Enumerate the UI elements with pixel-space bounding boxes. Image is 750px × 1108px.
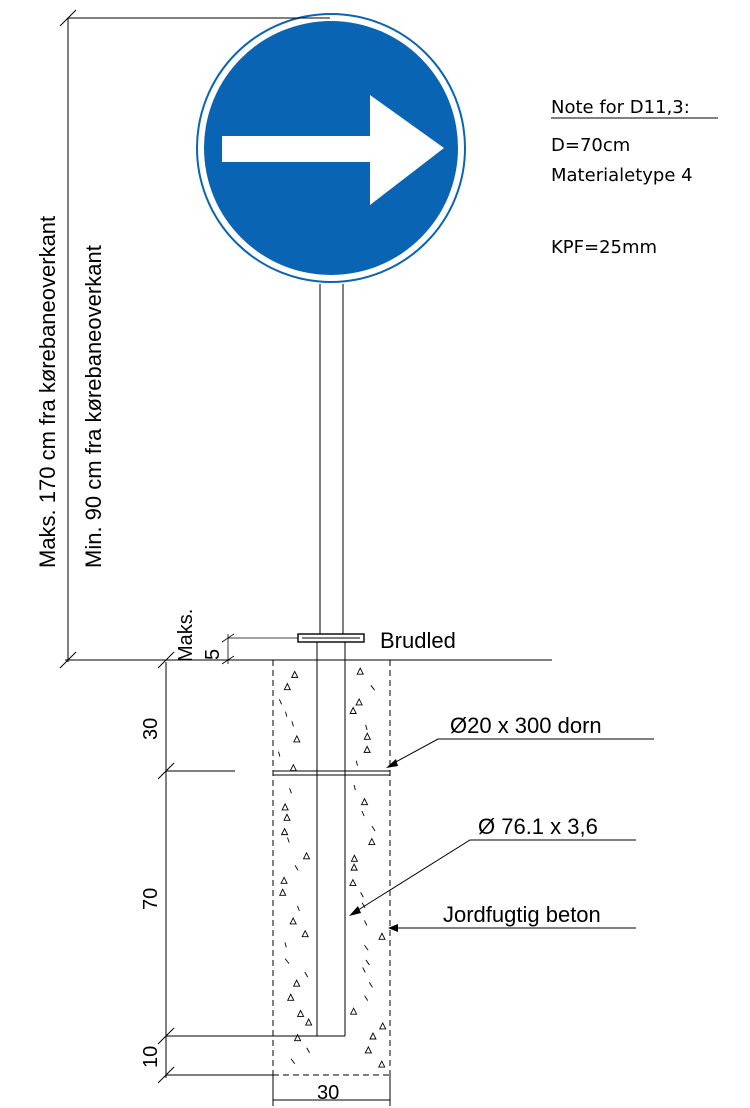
sign-post (319, 284, 344, 634)
aggregate-mark (378, 1060, 386, 1068)
aggregate-mark (293, 734, 301, 743)
aggregate-mark (364, 995, 369, 1001)
aggregate-mark (364, 1045, 373, 1054)
aggregate-mark (349, 706, 357, 714)
max-height-label: Maks. 170 cm fra kørebaneoverkant (35, 216, 60, 568)
pipe-callout: Ø 76.1 x 3,6 (478, 814, 598, 839)
aggregate-mark (355, 760, 358, 766)
dowel-layer (273, 770, 390, 776)
concrete-callout: Jordfugtig beton (443, 902, 601, 927)
breakaway-max-label: Maks. (175, 609, 197, 662)
upper-depth-label: 30 (140, 718, 162, 740)
aggregate-mark (364, 920, 368, 926)
aggregate-mark (290, 670, 299, 678)
embedded-post (316, 642, 346, 1037)
aggregate-mark (281, 802, 289, 811)
aggregate-mark (296, 1009, 305, 1017)
aggregate-mark (284, 942, 287, 948)
aggregate-mark (356, 667, 364, 675)
notes-heading: Note for D11,3: (551, 97, 690, 118)
aggregate-mark (284, 958, 290, 964)
aggregate-mark (365, 959, 370, 966)
aggregate-mark (278, 699, 283, 705)
aggregate-mark (278, 888, 287, 896)
aggregate-mark (355, 697, 363, 706)
breakaway-flange (297, 633, 365, 643)
foundation-outline (272, 660, 391, 1076)
height-dimension (59, 9, 330, 669)
aggregate-mark (370, 684, 375, 691)
aggregate-mark (291, 721, 294, 727)
aggregate-mark (364, 944, 369, 951)
aggregate-mark (287, 837, 290, 843)
notes-material: Materialetype 4 (551, 165, 693, 186)
bottom-depth-label: 10 (140, 1046, 162, 1068)
aggregate-mark (278, 751, 281, 757)
aggregate-mark (368, 982, 373, 988)
aggregate-mark (286, 993, 295, 1001)
aggregate-mark (349, 1007, 358, 1015)
aggregate-mark (369, 1032, 377, 1040)
aggregate-mark (289, 763, 298, 772)
aggregate-mark (306, 1047, 310, 1053)
aggregate-mark (292, 979, 301, 987)
aggregate-mark (353, 784, 356, 791)
breakaway-label: Brudled (380, 628, 456, 653)
breakaway-dimension (221, 633, 298, 665)
aggregate-mark (304, 971, 309, 978)
aggregate-mark (297, 905, 300, 912)
aggregate-mark (365, 724, 368, 731)
aggregate-mark (283, 813, 291, 821)
aggregate-mark (363, 745, 371, 753)
width-dimension (272, 1075, 391, 1106)
aggregate-mark (350, 854, 359, 862)
middle-depth-label: 70 (140, 888, 162, 910)
aggregate-mark (368, 837, 376, 846)
dowel-callout: Ø20 x 300 dorn (450, 713, 602, 738)
aggregate-mark (294, 865, 299, 871)
aggregate-mark (283, 682, 292, 691)
aggregate-mark (302, 851, 311, 860)
notes-diameter: D=70cm (551, 135, 630, 156)
arrow-right-sign-icon (196, 13, 466, 283)
aggregate-mark (378, 1021, 387, 1030)
aggregate-mark (360, 892, 364, 898)
aggregate-mark (361, 810, 365, 817)
aggregate-mark (360, 797, 369, 806)
aggregate-mark (363, 732, 372, 740)
notes-block: Note for D11,3: D=70cm Materialetype 4 K… (551, 97, 718, 258)
aggregate-mark (289, 788, 292, 794)
width-label: 30 (317, 1082, 339, 1104)
breakaway-max-value: 5 (202, 649, 224, 660)
aggregate-mark (304, 1018, 313, 1026)
aggregate-mark (349, 878, 357, 887)
callout-leaders (349, 738, 654, 932)
aggregate-mark (289, 916, 297, 925)
notes-kpf: KPF=25mm (551, 237, 657, 258)
concrete-texture (278, 667, 387, 1068)
aggregate-mark (371, 825, 376, 832)
aggregate-mark (280, 827, 289, 836)
aggregate-mark (285, 711, 288, 717)
aggregate-mark (378, 932, 386, 940)
aggregate-mark (290, 1058, 296, 1065)
aggregate-mark (362, 967, 366, 973)
min-height-label: Min. 90 cm fra kørebaneoverkant (81, 245, 106, 568)
aggregate-mark (280, 876, 288, 884)
aggregate-mark (293, 1033, 302, 1042)
aggregate-mark (350, 863, 358, 871)
depth-dimension (157, 651, 317, 1084)
aggregate-mark (361, 902, 366, 908)
aggregate-mark (301, 929, 309, 938)
